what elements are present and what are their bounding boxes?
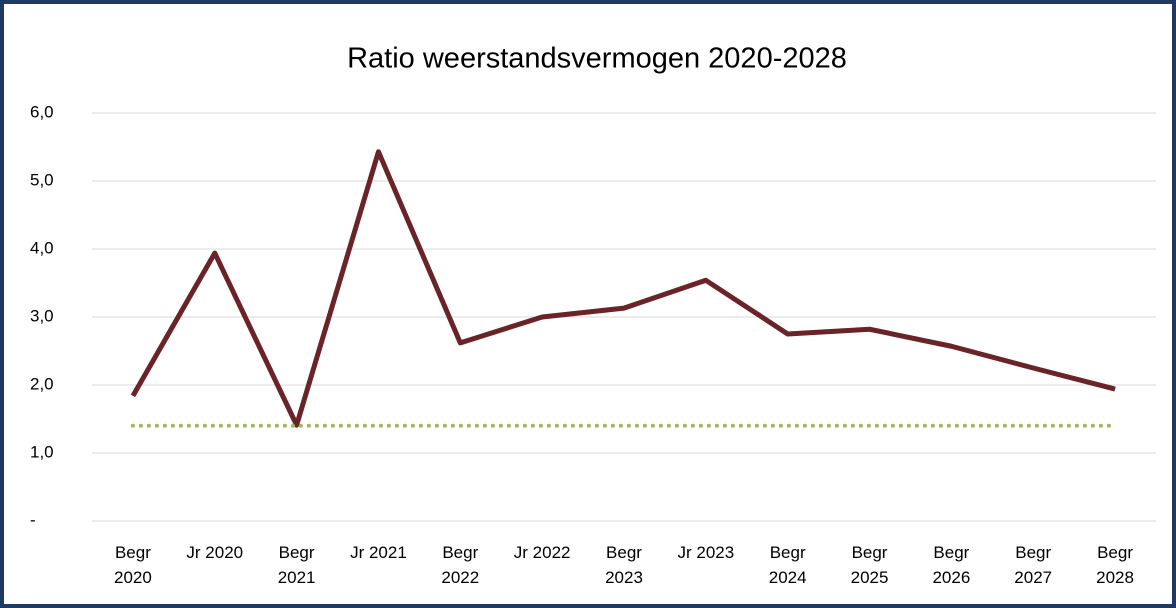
- y-tick-label: 2,0: [30, 374, 54, 393]
- y-tick-label: 4,0: [30, 238, 54, 257]
- x-tick-label: Begr 2024: [768, 543, 807, 587]
- line-series: [130, 149, 1116, 428]
- y-tick-label: 1,0: [30, 442, 54, 461]
- x-tick-label: Begr 2020: [114, 543, 152, 587]
- x-tick-label: Begr 2026: [932, 543, 971, 587]
- y-tick-label: 6,0: [30, 102, 54, 121]
- x-tick-label: Begr 2022: [441, 543, 480, 587]
- y-tick-label: 5,0: [30, 170, 54, 189]
- x-tick-label: Begr 2028: [1096, 543, 1134, 587]
- x-tick-label: Jr 2023: [677, 543, 735, 562]
- x-tick-label: Begr 2025: [850, 543, 889, 587]
- x-tick-label: Begr 2021: [277, 543, 316, 587]
- x-tick-label: Jr 2022: [513, 543, 571, 562]
- x-tick-label: Jr 2021: [350, 543, 407, 562]
- x-tick-label: Begr 2027: [1014, 543, 1053, 587]
- x-tick-label: Begr 2023: [605, 543, 643, 587]
- x-tick-label: Jr 2020: [186, 543, 244, 562]
- y-tick-label: -: [30, 510, 36, 529]
- chart-title: Ratio weerstandsvermogen 2020-2028: [347, 43, 847, 75]
- y-tick-label: 3,0: [30, 306, 54, 325]
